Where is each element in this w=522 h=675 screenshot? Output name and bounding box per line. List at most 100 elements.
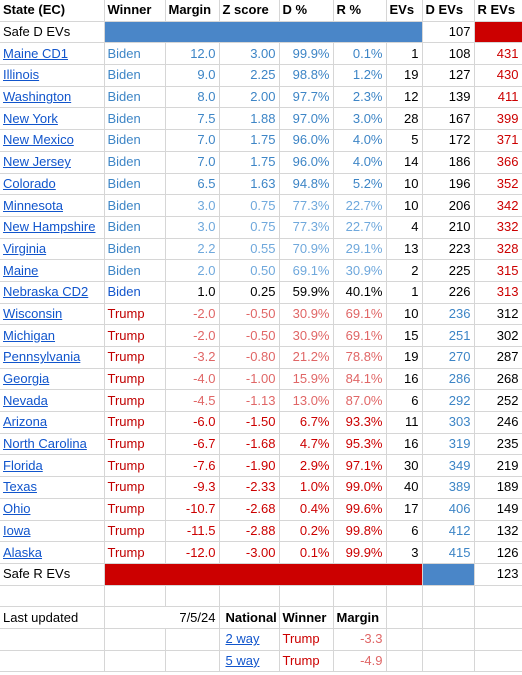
d-pct-cell: 98.8% [279, 64, 334, 87]
col-evs-header: EVs [386, 0, 423, 22]
r-evs-cell: 366 [474, 151, 522, 174]
winner-cell: Trump [104, 520, 166, 543]
state-link[interactable]: Alaska [3, 544, 43, 560]
zscore-cell: -2.33 [219, 476, 280, 499]
evs-cell: 1 [386, 42, 423, 66]
state-link[interactable]: Florida [3, 457, 43, 473]
last-updated-row: Last updated 7/5/24 National Winner Marg… [0, 606, 522, 629]
winner-cell: Biden [104, 194, 166, 217]
state-link[interactable]: New Jersey [3, 154, 71, 170]
d-pct-cell: 97.0% [279, 107, 334, 131]
state-link[interactable]: Illinois [3, 67, 40, 83]
d-pct-cell: 4.7% [279, 433, 334, 456]
state-cell: New Jersey [0, 151, 105, 174]
r-pct-cell: 1.2% [333, 64, 387, 87]
margin-cell: 9.0 [165, 64, 220, 87]
r-evs-cell: 328 [474, 238, 522, 261]
national-2way-link[interactable]: 2 way [225, 631, 260, 647]
r-evs-cell: 312 [474, 303, 522, 326]
d-pct-cell: 70.9% [279, 238, 334, 261]
state-row: Ohio Trump -10.7 -2.68 0.4% 99.6% 17 406 149 [0, 498, 522, 521]
col-r-evs-header: R EVs [474, 0, 522, 22]
state-link[interactable]: Colorado [3, 175, 56, 191]
r-pct-cell: 78.8% [333, 346, 387, 369]
d-pct-cell: 94.8% [279, 173, 334, 196]
state-link[interactable]: Michigan [3, 327, 56, 343]
state-link[interactable]: Minnesota [3, 197, 63, 213]
state-link[interactable]: Texas [3, 479, 37, 495]
state-cell: Maine CD1 [0, 42, 105, 66]
zscore-cell: -1.13 [219, 389, 280, 413]
national-header: National [219, 606, 280, 629]
margin-cell: 7.0 [165, 151, 220, 174]
state-link[interactable]: New Mexico [3, 132, 74, 148]
state-cell: Colorado [0, 173, 105, 196]
d-evs-cell: 406 [422, 498, 475, 521]
state-link[interactable]: Maine [3, 262, 39, 278]
margin-cell: -12.0 [165, 541, 220, 564]
winner-cell: Trump [104, 368, 166, 391]
zscore-cell: 2.00 [219, 86, 280, 109]
national-5way-link[interactable]: 5 way [225, 652, 260, 668]
state-cell: Alaska [0, 541, 105, 564]
state-row: Michigan Trump -2.0 -0.50 30.9% 69.1% 15 251 302 [0, 324, 522, 347]
state-link[interactable]: Nebraska CD2 [3, 284, 89, 300]
state-cell: Ohio [0, 498, 105, 521]
winner-cell: Biden [104, 238, 166, 261]
state-link[interactable]: Washington [3, 89, 72, 105]
winner-cell: Biden [104, 216, 166, 239]
state-link[interactable]: Pennsylvania [3, 349, 81, 365]
evs-cell: 12 [386, 86, 423, 109]
d-pct-cell: 69.1% [279, 259, 334, 282]
winner-cell: Biden [104, 86, 166, 109]
winner-cell: Trump [104, 346, 166, 369]
safe-r-bar [104, 563, 423, 586]
state-cell: Virginia [0, 238, 105, 261]
d-pct-cell: 2.9% [279, 454, 334, 478]
evs-cell: 4 [386, 216, 423, 239]
evs-cell: 30 [386, 454, 423, 478]
col-zscore-header: Z score [219, 0, 280, 22]
r-evs-cell: 302 [474, 324, 522, 347]
state-link[interactable]: Arizona [3, 414, 48, 430]
state-link[interactable]: New Hampshire [3, 219, 96, 235]
state-link[interactable]: New York [3, 110, 58, 126]
state-link[interactable]: Wisconsin [3, 305, 63, 321]
winner-cell: Trump [104, 389, 166, 413]
state-cell: Illinois [0, 64, 105, 87]
r-pct-cell: 0.1% [333, 42, 387, 66]
evs-cell: 19 [386, 64, 423, 87]
state-link[interactable]: Iowa [3, 522, 31, 538]
r-pct-cell: 84.1% [333, 368, 387, 391]
state-link[interactable]: Maine CD1 [3, 45, 69, 61]
d-evs-cell: 206 [422, 194, 475, 217]
r-pct-cell: 97.1% [333, 454, 387, 478]
safe-r-blue-cell [422, 563, 475, 586]
last-updated-label: Last updated [0, 606, 105, 629]
winner-cell: Biden [104, 64, 166, 87]
zscore-cell: 1.75 [219, 151, 280, 174]
state-link[interactable]: Georgia [3, 371, 50, 387]
d-evs-cell: 286 [422, 368, 475, 391]
d-pct-cell: 6.7% [279, 411, 334, 434]
d-evs-cell: 186 [422, 151, 475, 174]
state-link[interactable]: North Carolina [3, 436, 87, 452]
state-cell: New Mexico [0, 129, 105, 152]
state-cell: Nevada [0, 389, 105, 413]
r-pct-cell: 99.9% [333, 541, 387, 564]
margin-cell: -11.5 [165, 520, 220, 543]
state-link[interactable]: Ohio [3, 501, 31, 517]
state-row: Nebraska CD2 Biden 1.0 0.25 59.9% 40.1% 1 226 31… [0, 281, 522, 304]
r-evs-cell: 430 [474, 64, 522, 87]
r-pct-cell: 40.1% [333, 281, 387, 304]
state-cell: Texas [0, 476, 105, 499]
evs-cell: 14 [386, 151, 423, 174]
safe-r-row: Safe R EVs 123 [0, 563, 522, 586]
r-evs-cell: 287 [474, 346, 522, 369]
state-link[interactable]: Virginia [3, 240, 47, 256]
winner-cell: Trump [104, 433, 166, 456]
d-evs-cell: 127 [422, 64, 475, 87]
state-row: North Carolina Trump -6.7 -1.68 4.7% 95.3% 16 3… [0, 433, 522, 456]
r-pct-cell: 30.9% [333, 259, 387, 282]
state-link[interactable]: Nevada [3, 392, 48, 408]
